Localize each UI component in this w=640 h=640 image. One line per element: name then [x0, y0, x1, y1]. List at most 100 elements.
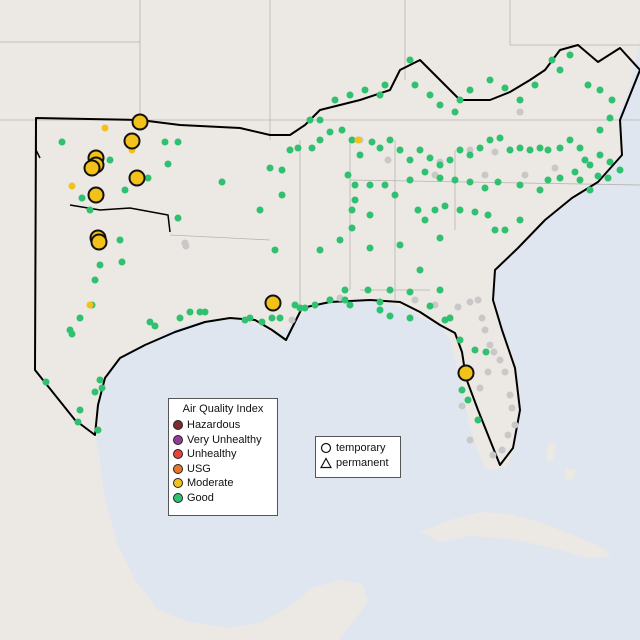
monitor-marker-good[interactable] [441, 202, 449, 210]
monitor-marker-good[interactable] [516, 181, 524, 189]
monitor-marker-no-data[interactable] [384, 156, 392, 164]
monitor-marker-good[interactable] [271, 246, 279, 254]
monitor-marker-good[interactable] [161, 138, 169, 146]
monitor-marker-good[interactable] [456, 336, 464, 344]
monitor-marker-good[interactable] [566, 136, 574, 144]
monitor-marker-good[interactable] [356, 151, 364, 159]
monitor-marker-good[interactable] [346, 301, 354, 309]
monitor-marker-good[interactable] [411, 81, 419, 89]
monitor-marker-good[interactable] [606, 114, 614, 122]
monitor-marker-good[interactable] [566, 51, 574, 59]
monitor-marker-good[interactable] [446, 156, 454, 164]
monitor-marker-good[interactable] [426, 154, 434, 162]
monitor-marker-no-data[interactable] [491, 148, 499, 156]
monitor-marker-moderate[interactable] [86, 301, 94, 309]
monitor-marker-good[interactable] [276, 314, 284, 322]
monitor-marker-good[interactable] [421, 216, 429, 224]
monitor-marker-good[interactable] [596, 151, 604, 159]
monitor-marker-good[interactable] [396, 146, 404, 154]
monitor-marker-good[interactable] [381, 181, 389, 189]
monitor-marker-good[interactable] [544, 176, 552, 184]
monitor-marker-good[interactable] [326, 296, 334, 304]
monitor-marker-good[interactable] [436, 161, 444, 169]
monitor-marker-no-data[interactable] [182, 242, 190, 250]
monitor-marker-good[interactable] [341, 296, 349, 304]
monitor-marker-good[interactable] [556, 66, 564, 74]
monitor-marker-good[interactable] [451, 176, 459, 184]
monitor-marker-no-data[interactable] [521, 171, 529, 179]
monitor-marker-good[interactable] [501, 84, 509, 92]
monitor-marker-moderate[interactable] [354, 136, 362, 144]
monitor-marker-good[interactable] [344, 171, 352, 179]
monitor-marker-good[interactable] [364, 286, 372, 294]
monitor-marker-good[interactable] [386, 312, 394, 320]
monitor-marker-good[interactable] [326, 128, 334, 136]
monitor-marker-good[interactable] [431, 206, 439, 214]
monitor-marker-good[interactable] [471, 208, 479, 216]
monitor-marker-no-data[interactable] [474, 296, 482, 304]
monitor-marker-good[interactable] [386, 136, 394, 144]
monitor-marker-good[interactable] [536, 144, 544, 152]
monitor-marker-good[interactable] [406, 156, 414, 164]
monitor-marker-good[interactable] [174, 138, 182, 146]
monitor-marker-good[interactable] [348, 206, 356, 214]
monitor-marker-good[interactable] [121, 186, 129, 194]
monitor-marker-no-data[interactable] [481, 171, 489, 179]
monitor-marker-good[interactable] [278, 166, 286, 174]
monitor-marker-good[interactable] [146, 318, 154, 326]
monitor-marker-no-data[interactable] [466, 146, 474, 154]
monitor-marker-good[interactable] [606, 158, 614, 166]
monitor-marker-good[interactable] [256, 206, 264, 214]
monitor-marker-good[interactable] [466, 151, 474, 159]
monitor-marker-good[interactable] [96, 376, 104, 384]
monitor-marker-good[interactable] [548, 56, 556, 64]
monitor-marker-good[interactable] [386, 286, 394, 294]
monitor-marker-good[interactable] [531, 81, 539, 89]
monitor-marker-good[interactable] [584, 81, 592, 89]
monitor-marker-no-data[interactable] [466, 298, 474, 306]
monitor-marker-good[interactable] [416, 266, 424, 274]
monitor-marker-good[interactable] [176, 314, 184, 322]
monitor-marker-no-data[interactable] [496, 356, 504, 364]
monitor-marker-good[interactable] [91, 388, 99, 396]
monitor-marker-good[interactable] [586, 161, 594, 169]
monitor-marker-no-data[interactable] [511, 421, 519, 429]
monitor-marker-moderate-large[interactable] [264, 294, 282, 312]
monitor-marker-good[interactable] [361, 86, 369, 94]
monitor-marker-good[interactable] [491, 226, 499, 234]
monitor-marker-no-data[interactable] [489, 451, 497, 459]
monitor-marker-good[interactable] [471, 346, 479, 354]
monitor-marker-good[interactable] [201, 308, 209, 316]
monitor-marker-moderate-large[interactable] [90, 233, 108, 251]
monitor-marker-good[interactable] [368, 138, 376, 146]
monitor-marker-good[interactable] [616, 166, 624, 174]
monitor-marker-good[interactable] [74, 418, 82, 426]
monitor-marker-good[interactable] [116, 236, 124, 244]
monitor-marker-good[interactable] [608, 96, 616, 104]
monitor-marker-good[interactable] [544, 146, 552, 154]
monitor-marker-good[interactable] [456, 96, 464, 104]
monitor-marker-moderate-large[interactable] [83, 159, 101, 177]
monitor-marker-good[interactable] [486, 76, 494, 84]
monitor-marker-good[interactable] [482, 348, 490, 356]
monitor-marker-good[interactable] [341, 286, 349, 294]
monitor-marker-good[interactable] [604, 174, 612, 182]
monitor-marker-good[interactable] [381, 81, 389, 89]
monitor-marker-good[interactable] [68, 330, 76, 338]
monitor-marker-good[interactable] [294, 144, 302, 152]
monitor-marker-moderate[interactable] [68, 182, 76, 190]
monitor-marker-no-data[interactable] [490, 348, 498, 356]
monitor-marker-no-data[interactable] [288, 316, 296, 324]
monitor-marker-good[interactable] [366, 181, 374, 189]
monitor-marker-good[interactable] [366, 244, 374, 252]
monitor-marker-good[interactable] [308, 144, 316, 152]
monitor-marker-good[interactable] [151, 322, 159, 330]
monitor-marker-good[interactable] [426, 302, 434, 310]
monitor-marker-good[interactable] [436, 174, 444, 182]
monitor-marker-good[interactable] [348, 224, 356, 232]
monitor-marker-good[interactable] [76, 406, 84, 414]
monitor-marker-good[interactable] [571, 168, 579, 176]
monitor-marker-good[interactable] [596, 86, 604, 94]
monitor-marker-good[interactable] [446, 314, 454, 322]
